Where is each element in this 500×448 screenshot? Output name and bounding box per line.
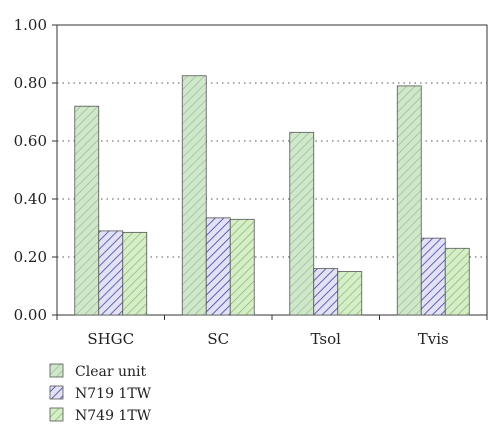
y-tick-label: 0.60 — [14, 132, 47, 150]
x-tick-label: SHGC — [87, 330, 134, 348]
bar-n719-1tw-shgc — [98, 230, 124, 316]
legend-label: N749 1TW — [75, 408, 152, 424]
x-tick-label: Tvis — [418, 330, 449, 348]
bar-clear-unit-tvis — [396, 85, 422, 316]
axes: 0.00 0.20 0.40 0.60 0.80 1.00 SHGC SC Tsol Tvis — [14, 16, 488, 348]
bar-n719-1tw-sc — [205, 217, 231, 316]
y-tick-label: 0.40 — [14, 190, 47, 208]
bar-clear-unit-tsol — [289, 131, 315, 316]
legend-swatch — [49, 363, 64, 378]
bar-n749-1tw-tvis — [444, 247, 470, 316]
y-tick-label: 1.00 — [14, 16, 47, 34]
legend: Clear unit N719 1TW N749 1TW — [49, 363, 152, 424]
y-tick-label: 0.20 — [14, 248, 47, 266]
legend-label: Clear unit — [75, 364, 146, 380]
bar-n719-1tw-tsol — [313, 268, 339, 316]
legend-swatch — [49, 385, 64, 400]
bar-n749-1tw-shgc — [122, 231, 148, 316]
x-tick-label: SC — [207, 330, 229, 348]
bar-n719-1tw-tvis — [420, 237, 446, 316]
x-tick-label: Tsol — [311, 330, 342, 348]
bar-n749-1tw-tsol — [337, 271, 363, 316]
legend-label: N719 1TW — [75, 386, 152, 402]
y-tick-label: 0.80 — [14, 74, 47, 92]
bars — [74, 75, 470, 316]
bar-clear-unit-sc — [181, 75, 207, 316]
bar-n749-1tw-sc — [229, 218, 255, 316]
y-tick-label: 0.00 — [14, 306, 47, 324]
bar-clear-unit-shgc — [74, 105, 100, 316]
legend-swatch — [49, 407, 64, 422]
